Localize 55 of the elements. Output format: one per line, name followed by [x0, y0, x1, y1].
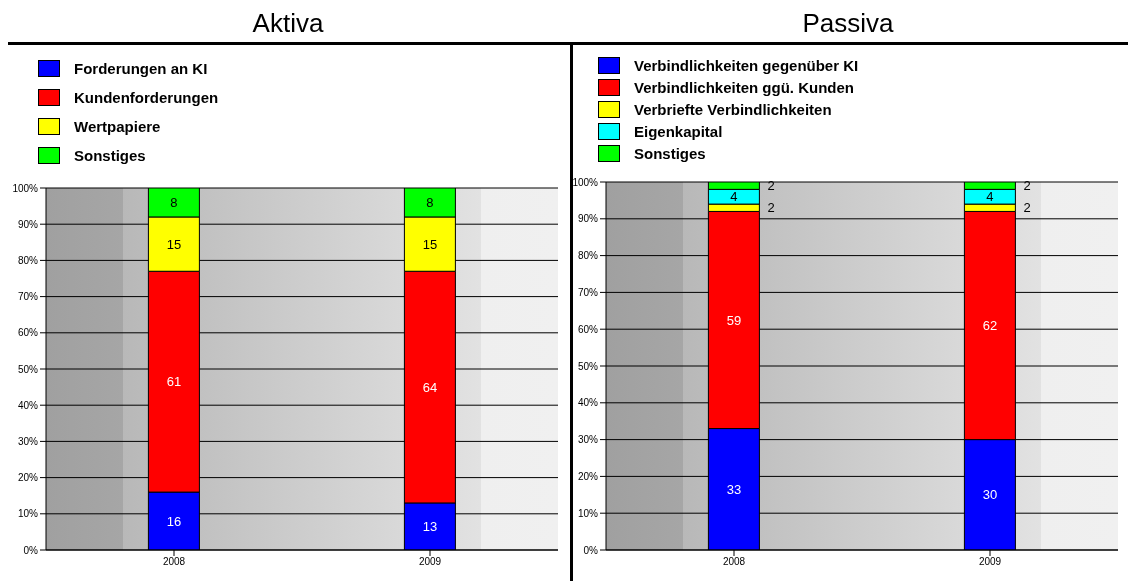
y-tick-label: 50%	[17, 363, 39, 375]
data-label: 62	[982, 318, 998, 334]
data-label: 61	[166, 374, 182, 390]
y-tick-label: 90%	[17, 218, 39, 230]
data-label: 2	[767, 178, 775, 194]
data-label: 4	[986, 189, 994, 205]
x-tick-label: 2009	[978, 556, 1002, 568]
y-tick-label: 80%	[17, 254, 39, 266]
y-tick-label: 0%	[583, 544, 599, 556]
y-tick-label: 10%	[17, 508, 39, 520]
legend-label: Kundenforderungen	[74, 89, 219, 106]
chart-title: Aktiva	[251, 8, 325, 40]
data-label: 8	[426, 195, 434, 211]
y-tick-label: 60%	[577, 323, 599, 335]
data-label: 64	[422, 379, 438, 395]
y-tick-label: 60%	[17, 327, 39, 339]
y-tick-label: 40%	[17, 399, 39, 411]
y-tick-label: 100%	[572, 176, 599, 188]
y-tick-label: 40%	[577, 397, 599, 409]
data-label: 2	[1023, 178, 1031, 194]
y-tick-label: 20%	[17, 472, 39, 484]
y-tick-label: 70%	[577, 286, 599, 298]
y-tick-label: 0%	[23, 544, 39, 556]
data-label: 30	[982, 487, 998, 503]
legend-label: Wertpapiere	[74, 118, 161, 135]
y-tick-label: 50%	[577, 360, 599, 372]
y-tick-label: 90%	[577, 213, 599, 225]
legend-label: Verbindlichkeiten gegenüber KI	[634, 56, 859, 74]
chart-title: Passiva	[801, 8, 895, 40]
legend-label: Forderungen an KI	[74, 60, 208, 77]
data-label: 15	[166, 236, 182, 252]
data-label: 4	[730, 189, 738, 205]
legend-label: Verbriefte Verbindlichkeiten	[634, 100, 832, 118]
y-tick-label: 30%	[17, 435, 39, 447]
legend-label: Sonstiges	[634, 144, 706, 162]
legend-label: Eigenkapital	[634, 122, 723, 140]
data-label: 13	[422, 519, 438, 535]
x-tick-label: 2008	[722, 556, 746, 568]
y-tick-label: 100%	[12, 182, 39, 194]
x-tick-label: 2008	[162, 556, 186, 568]
x-tick-label: 2009	[418, 556, 442, 568]
y-tick-label: 70%	[17, 291, 39, 303]
y-tick-label: 20%	[577, 470, 599, 482]
legend-label: Sonstiges	[74, 147, 146, 164]
data-label: 2	[1023, 200, 1031, 216]
legend-label: Verbindlichkeiten ggü. Kunden	[634, 78, 855, 96]
data-label: 59	[726, 312, 742, 328]
y-tick-label: 10%	[577, 507, 599, 519]
data-label: 33	[726, 481, 742, 497]
data-label: 16	[166, 513, 182, 529]
y-tick-label: 30%	[577, 434, 599, 446]
data-label: 8	[170, 195, 178, 211]
data-label: 2	[767, 200, 775, 216]
y-tick-label: 80%	[577, 250, 599, 262]
data-label: 15	[422, 236, 438, 252]
